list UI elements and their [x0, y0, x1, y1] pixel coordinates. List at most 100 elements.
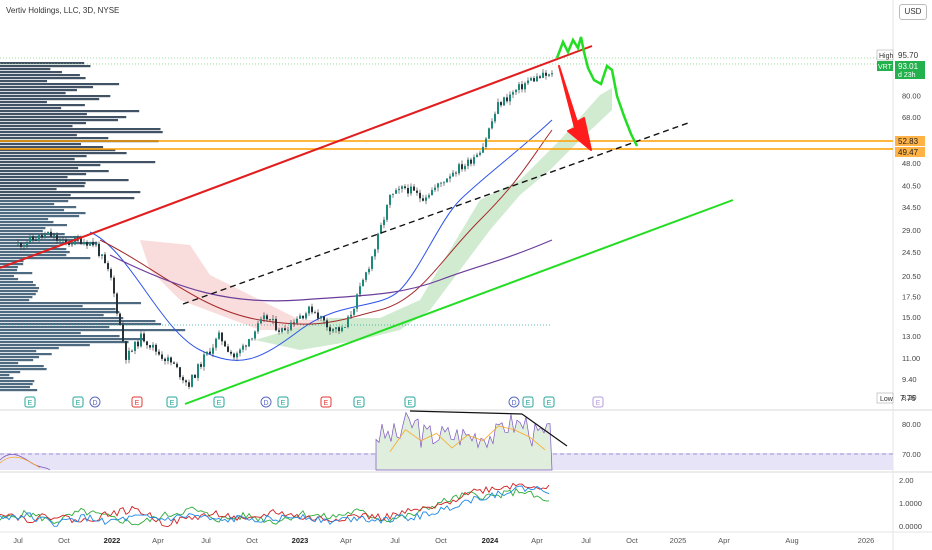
- candle-body: [272, 318, 274, 321]
- candle-body: [227, 346, 229, 352]
- ma-purple-line: [109, 239, 553, 302]
- price-tick-label: 11.00: [902, 354, 920, 363]
- volume-profile-bar: [0, 230, 43, 233]
- volume-profile-bar: [0, 131, 163, 134]
- candle-body: [542, 72, 544, 78]
- price-tick-label: 48.00: [902, 159, 921, 168]
- time-tick-label: Aug: [785, 536, 798, 545]
- candle-body: [26, 242, 28, 246]
- price-tick-label: 80.00: [902, 92, 921, 101]
- time-tick-label: Apr: [340, 536, 352, 545]
- candle-body: [404, 186, 406, 189]
- candle-body: [533, 78, 535, 82]
- candle-body: [251, 338, 253, 340]
- level-labels: 52.83 49.47: [895, 136, 925, 157]
- svg-text:93.01: 93.01: [898, 62, 919, 71]
- volume-profile-bar: [0, 278, 19, 281]
- candle-body: [374, 249, 376, 257]
- candle-body: [158, 351, 160, 355]
- time-axis: Jul Oct 2022 Apr Jul Oct 2023 Apr Jul Oct 2024 Apr J…: [13, 536, 874, 545]
- green-projection-path[interactable]: [555, 36, 639, 147]
- candle-body: [23, 245, 25, 248]
- earnings-marker: E: [353, 396, 365, 408]
- earnings-marker-label: E: [408, 400, 413, 407]
- candle-body: [221, 332, 223, 342]
- price-tick-label: 34.50: [902, 203, 921, 212]
- candle-body: [545, 72, 547, 76]
- candle-body: [530, 78, 532, 81]
- volume-profile-bar: [0, 113, 87, 116]
- volume-profile-bar: [0, 242, 98, 245]
- red-channel-line[interactable]: [0, 45, 593, 269]
- candle-body: [53, 235, 55, 237]
- price-tick-label: 9.40: [902, 375, 917, 384]
- candle-body: [254, 331, 256, 339]
- volume-profile-bar: [0, 176, 68, 179]
- volume-profile-bar: [0, 305, 83, 308]
- volume-profile-bar: [0, 71, 62, 74]
- candle-body: [173, 362, 175, 364]
- candle-body: [401, 186, 403, 189]
- candle-body: [299, 315, 301, 319]
- candle-body: [113, 277, 115, 294]
- volume-profile-bar: [0, 227, 46, 230]
- volume-profile-bar: [0, 77, 86, 80]
- candle-body: [47, 231, 49, 235]
- volume-profile-bar: [0, 206, 77, 209]
- candle-body: [212, 347, 214, 354]
- volume-profile-bar: [0, 194, 71, 197]
- candle-body: [146, 341, 148, 346]
- volume-profile-bar: [0, 62, 85, 65]
- candle-body: [317, 312, 319, 319]
- candle-body: [239, 349, 241, 354]
- candle-body: [257, 323, 259, 332]
- volume-profile-bar: [0, 134, 77, 137]
- volume-profile-bar: [0, 185, 85, 188]
- candle-body: [176, 363, 178, 368]
- candle-body: [167, 357, 169, 362]
- price-tick-label: 13.00: [902, 332, 921, 341]
- candle-body: [443, 182, 445, 184]
- currency-button[interactable]: USD: [899, 4, 927, 20]
- volume-profile-bar: [0, 212, 86, 215]
- volume-profile-bar: [0, 368, 47, 371]
- price-tick-label: 29.00: [902, 226, 921, 235]
- volume-profile-bar: [0, 188, 57, 191]
- svg-text:Low: Low: [880, 396, 894, 403]
- rsi-divergence-line-2[interactable]: [521, 413, 568, 447]
- volume-profile-bar: [0, 320, 156, 323]
- candle-body: [101, 254, 103, 256]
- candle-body: [161, 354, 163, 359]
- volume-profile-bar: [0, 95, 111, 98]
- candle-body: [512, 92, 514, 95]
- volume-profile-bar: [0, 260, 24, 263]
- green-channel-line[interactable]: [184, 199, 734, 405]
- earnings-marker: D: [508, 396, 520, 408]
- earnings-marker: D: [89, 396, 101, 408]
- volume-profile-bar: [0, 365, 44, 368]
- candle-body: [224, 341, 226, 347]
- price-tick-label: 15.00: [902, 313, 921, 322]
- candle-body: [20, 242, 22, 248]
- candle-body: [122, 324, 124, 342]
- candle-body: [197, 364, 199, 378]
- candle-body: [536, 76, 538, 82]
- candle-body: [347, 316, 349, 328]
- price-tick-label: 68.00: [902, 113, 921, 122]
- earnings-marker: E: [404, 396, 416, 408]
- rsi-divergence-line[interactable]: [409, 410, 523, 415]
- candle-body: [80, 238, 82, 245]
- red-arrow-icon[interactable]: [558, 65, 592, 151]
- candle-body: [458, 164, 460, 174]
- volume-profile-bar: [0, 266, 18, 269]
- candle-body: [44, 234, 46, 238]
- candle-body: [305, 313, 307, 319]
- candle-body: [359, 286, 361, 295]
- volume-profile-bar: [0, 101, 47, 104]
- candle-body: [83, 241, 85, 245]
- cloud-green-segment: [255, 88, 612, 350]
- volume-profile-bar: [0, 359, 34, 362]
- volume-profile-bar: [0, 299, 30, 302]
- svg-text:d 23h: d 23h: [898, 72, 916, 79]
